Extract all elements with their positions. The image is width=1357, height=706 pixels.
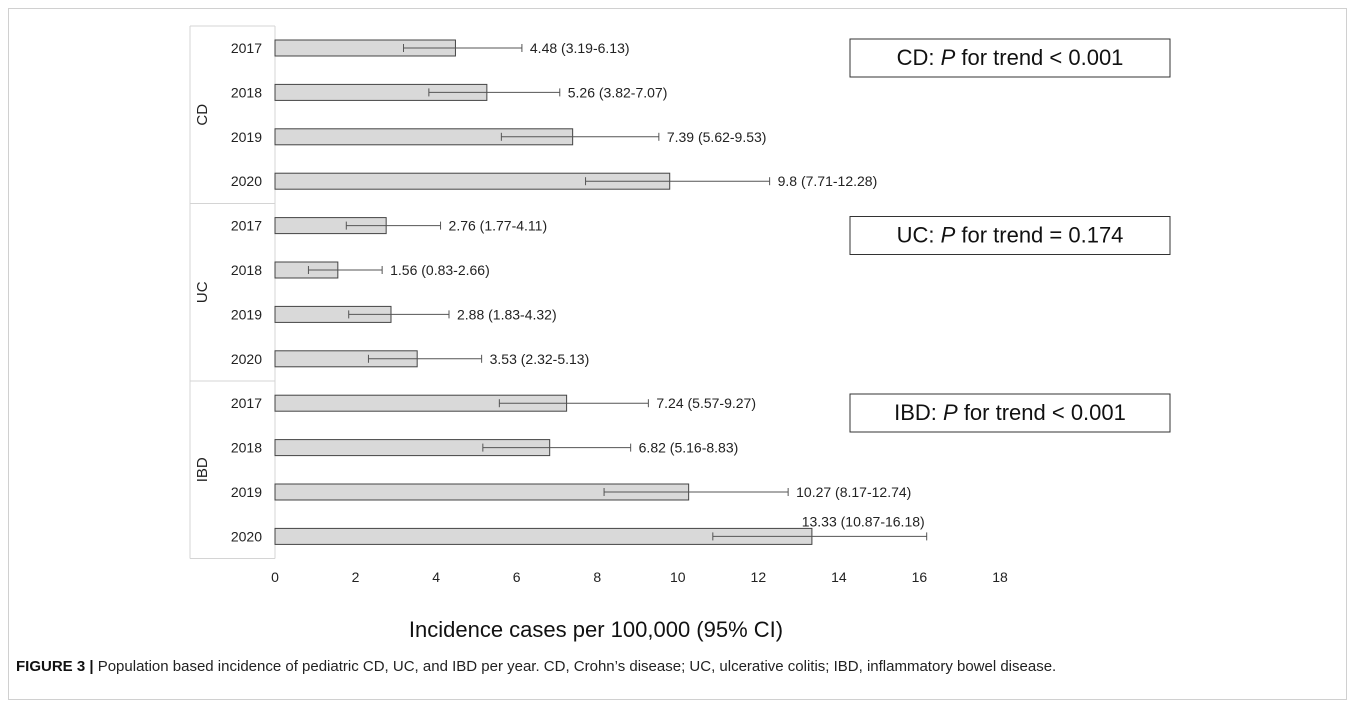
trend-note-cd: CD: P for trend < 0.001	[897, 45, 1124, 70]
data-label: 4.48 (3.19-6.13)	[530, 40, 630, 56]
figure-caption-label: FIGURE 3 |	[16, 658, 94, 675]
data-label: 10.27 (8.17-12.74)	[796, 484, 911, 500]
year-label: 2018	[231, 84, 262, 100]
trend-note-box	[849, 393, 1171, 433]
trend-note-ibd: IBD: P for trend < 0.001	[894, 400, 1126, 425]
data-label: 5.26 (3.82-7.07)	[568, 84, 668, 100]
x-tick-label: 10	[670, 569, 686, 585]
x-tick-label: 4	[432, 569, 440, 585]
data-label: 9.8 (7.71-12.28)	[778, 173, 878, 189]
data-label: 6.82 (5.16-8.83)	[639, 440, 739, 456]
year-label: 2018	[231, 440, 262, 456]
x-tick-label: 12	[751, 569, 767, 585]
x-tick-label: 18	[992, 569, 1008, 585]
group-label-uc: UC	[194, 281, 211, 303]
figure-frame	[8, 8, 1347, 700]
year-label: 2019	[231, 306, 262, 322]
group-label-cd: CD	[194, 104, 211, 126]
data-label: 7.24 (5.57-9.27)	[656, 395, 756, 411]
year-label: 2018	[231, 262, 262, 278]
data-label: 7.39 (5.62-9.53)	[667, 129, 767, 145]
figure-caption: FIGURE 3 | Population based incidence of…	[16, 657, 1336, 677]
year-label: 2019	[231, 129, 262, 145]
x-tick-label: 2	[352, 569, 360, 585]
year-label: 2019	[231, 484, 262, 500]
x-tick-label: 14	[831, 569, 847, 585]
data-label: 3.53 (2.32-5.13)	[490, 351, 590, 367]
x-tick-label: 6	[513, 569, 521, 585]
year-label: 2020	[231, 528, 262, 544]
year-label: 2020	[231, 351, 262, 367]
data-label: 1.56 (0.83-2.66)	[390, 262, 490, 278]
group-label-ibd: IBD	[194, 457, 211, 482]
x-tick-label: 8	[593, 569, 601, 585]
figure-caption-text: Population based incidence of pediatric …	[93, 658, 1057, 675]
x-tick-label: 16	[912, 569, 928, 585]
trend-note-box	[849, 216, 1171, 255]
trend-note-uc: UC: P for trend = 0.174	[897, 223, 1124, 248]
data-label: 13.33 (10.87-16.18)	[802, 513, 925, 529]
x-axis-title: Incidence cases per 100,000 (95% CI)	[409, 617, 783, 642]
x-tick-label: 0	[271, 569, 279, 585]
data-label: 2.88 (1.83-4.32)	[457, 306, 557, 322]
trend-note-box	[849, 38, 1171, 78]
year-label: 2017	[231, 395, 262, 411]
year-label: 2017	[231, 40, 262, 56]
data-label: 2.76 (1.77-4.11)	[449, 218, 548, 234]
year-label: 2020	[231, 173, 262, 189]
year-label: 2017	[231, 218, 262, 234]
